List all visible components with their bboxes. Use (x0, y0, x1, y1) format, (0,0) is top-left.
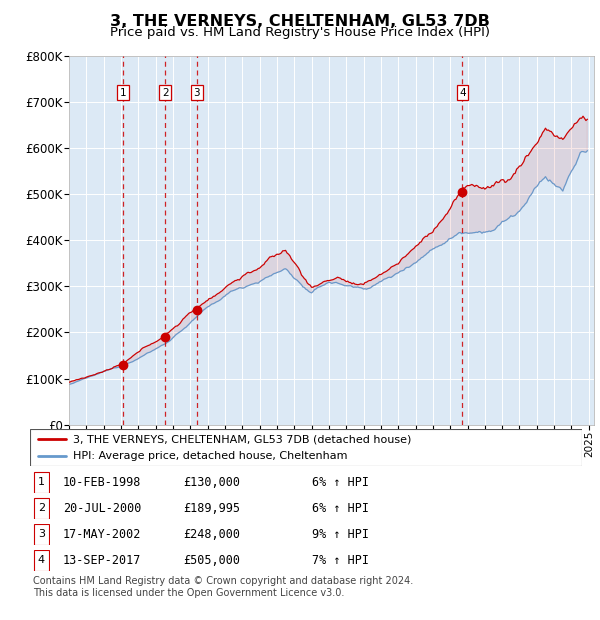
Text: 10-FEB-1998: 10-FEB-1998 (63, 476, 142, 489)
Text: 20-JUL-2000: 20-JUL-2000 (63, 502, 142, 515)
Text: 9% ↑ HPI: 9% ↑ HPI (312, 528, 369, 541)
Text: 7% ↑ HPI: 7% ↑ HPI (312, 554, 369, 567)
Text: 1: 1 (38, 477, 45, 487)
Text: 3, THE VERNEYS, CHELTENHAM, GL53 7DB: 3, THE VERNEYS, CHELTENHAM, GL53 7DB (110, 14, 490, 29)
Text: 4: 4 (459, 87, 466, 98)
Text: 3, THE VERNEYS, CHELTENHAM, GL53 7DB (detached house): 3, THE VERNEYS, CHELTENHAM, GL53 7DB (de… (73, 434, 411, 444)
Text: £505,000: £505,000 (183, 554, 240, 567)
Text: 4: 4 (38, 556, 45, 565)
Text: 6% ↑ HPI: 6% ↑ HPI (312, 476, 369, 489)
Text: 3: 3 (38, 529, 45, 539)
Text: 2: 2 (38, 503, 45, 513)
Text: 1: 1 (119, 87, 126, 98)
Text: HPI: Average price, detached house, Cheltenham: HPI: Average price, detached house, Chel… (73, 451, 347, 461)
Text: £189,995: £189,995 (183, 502, 240, 515)
Text: 2: 2 (162, 87, 169, 98)
Text: 6% ↑ HPI: 6% ↑ HPI (312, 502, 369, 515)
Text: Contains HM Land Registry data © Crown copyright and database right 2024.
This d: Contains HM Land Registry data © Crown c… (33, 576, 413, 598)
Text: 17-MAY-2002: 17-MAY-2002 (63, 528, 142, 541)
Text: £130,000: £130,000 (183, 476, 240, 489)
Text: Price paid vs. HM Land Registry's House Price Index (HPI): Price paid vs. HM Land Registry's House … (110, 26, 490, 39)
Text: 3: 3 (194, 87, 200, 98)
Text: £248,000: £248,000 (183, 528, 240, 541)
Text: 13-SEP-2017: 13-SEP-2017 (63, 554, 142, 567)
